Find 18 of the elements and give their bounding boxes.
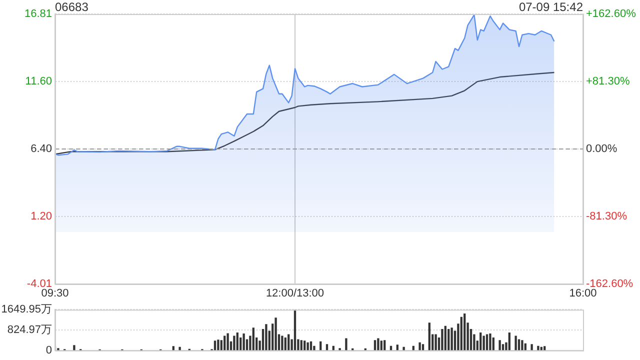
y2-tick-label: 0.00%: [586, 143, 618, 156]
chart-subtitle: 07-09 15:42: [518, 0, 583, 14]
chart-title: 06683: [55, 0, 88, 14]
y-tick-label: 0: [46, 344, 52, 356]
y2-tick-label: -162.60%: [586, 278, 634, 290]
y-tick-label: 824.97万: [7, 324, 52, 336]
y2-tick-label: -81.30%: [586, 210, 628, 223]
y-tick-label: 16.81: [24, 8, 52, 20]
x-tick-label: 09:30: [41, 288, 69, 300]
y-tick-label: 1649.95万: [1, 304, 52, 316]
y-tick-label: 6.40: [30, 143, 52, 156]
y2-tick-label: +162.60%: [586, 8, 636, 20]
y-tick-label: -4.01: [26, 278, 52, 290]
x-tick-label: 16:00: [569, 288, 597, 300]
x-tick-label: 12:00/13:00: [266, 288, 324, 300]
y2-tick-label: +81.30%: [586, 76, 630, 88]
y-tick-label: 11.60: [25, 76, 52, 88]
y-tick-label: 1.20: [30, 210, 52, 222]
